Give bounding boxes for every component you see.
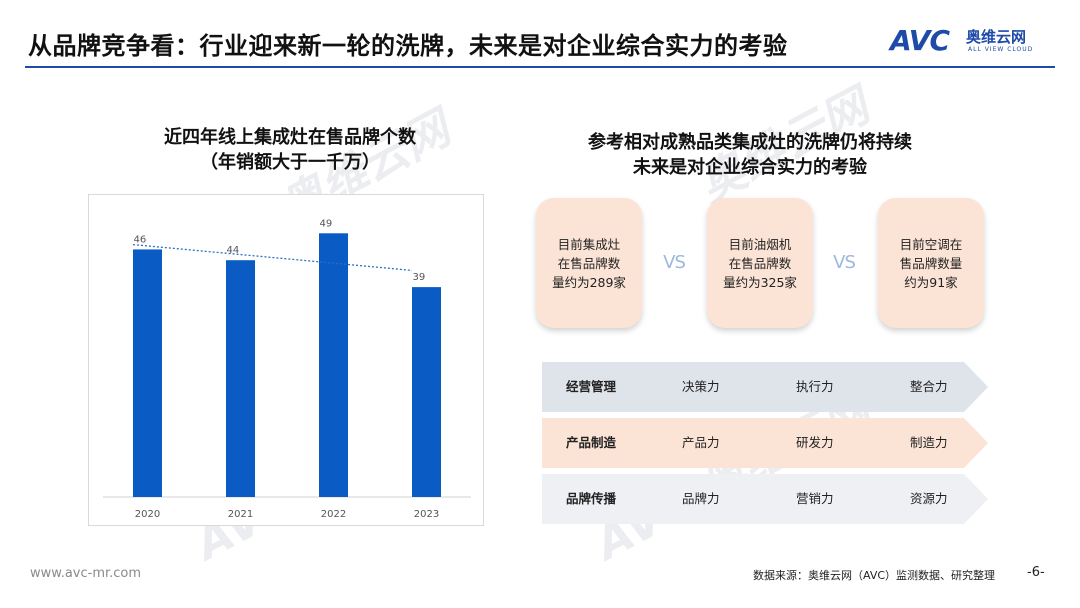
right-panel-title-line1: 参考相对成熟品类集成灶的洗牌仍将持续 bbox=[588, 132, 912, 153]
vs-label: VS bbox=[663, 252, 686, 273]
card-text-line: 售品牌数量 bbox=[899, 255, 963, 271]
data-label: 39 bbox=[413, 272, 426, 283]
card-text-line: 在售品牌数 bbox=[557, 255, 621, 271]
avc-logo: AVC 奥维云网 ALL VIEW CLOUD bbox=[890, 24, 1060, 60]
footer-url: www.avc-mr.com bbox=[30, 566, 142, 581]
card-text-line: 量约为289家 bbox=[552, 274, 626, 290]
capability-row-manufacturing: 产品制造 产品力 研发力 制造力 bbox=[542, 418, 988, 468]
x-tick-label: 2020 bbox=[135, 509, 160, 520]
card-text-line: 目前集成灶 bbox=[557, 236, 621, 252]
capability-item: 产品力 bbox=[682, 435, 720, 450]
brand-count-card-integrated-stove: 目前集成灶 在售品牌数 量约为289家 bbox=[536, 198, 642, 328]
bar bbox=[133, 249, 162, 497]
brand-count-card-air-conditioner: 目前空调在 售品牌数量 约为91家 bbox=[878, 198, 984, 328]
bar-chart: 46 2020 44 2021 49 2022 39 2023 bbox=[103, 218, 471, 520]
logo-chinese: 奥维云网 bbox=[966, 28, 1027, 46]
bar bbox=[412, 287, 441, 497]
card-text-line: 目前油烟机 bbox=[728, 236, 792, 252]
arrow-band-shape bbox=[542, 474, 988, 524]
logo-mark: AVC bbox=[890, 24, 950, 57]
capability-item: 品牌力 bbox=[682, 491, 720, 506]
vs-label: VS bbox=[833, 252, 856, 273]
page-title: 从品牌竞争看：行业迎来新一轮的洗牌，未来是对企业综合实力的考验 bbox=[28, 32, 788, 60]
brand-count-card-range-hood: 目前油烟机 在售品牌数 量约为325家 bbox=[707, 198, 813, 328]
arrow-band-shape bbox=[542, 362, 988, 412]
capability-row-management: 经营管理 决策力 执行力 整合力 bbox=[542, 362, 988, 412]
x-tick-label: 2022 bbox=[321, 509, 346, 520]
capability-category: 产品制造 bbox=[566, 435, 617, 450]
capability-item: 执行力 bbox=[796, 379, 834, 394]
arrow-band-shape bbox=[542, 418, 988, 468]
capability-item: 整合力 bbox=[910, 379, 948, 394]
capability-category: 经营管理 bbox=[566, 379, 617, 394]
bar bbox=[226, 260, 255, 497]
capability-item: 资源力 bbox=[910, 491, 948, 506]
card-text-line: 目前空调在 bbox=[899, 236, 963, 252]
trendline bbox=[132, 243, 413, 272]
card-text-line: 在售品牌数 bbox=[728, 255, 792, 271]
logo-english: ALL VIEW CLOUD bbox=[968, 46, 1034, 53]
capability-item: 研发力 bbox=[796, 435, 834, 450]
data-source-note: 数据来源：奥维云网（AVC）监测数据、研究整理 bbox=[753, 569, 996, 582]
capability-item: 营销力 bbox=[796, 491, 834, 506]
bar bbox=[319, 233, 348, 498]
header-divider bbox=[25, 66, 1055, 68]
chart-title-line1: 近四年线上集成灶在售品牌个数 bbox=[164, 127, 416, 148]
capability-row-branding: 品牌传播 品牌力 营销力 资源力 bbox=[542, 474, 988, 524]
card-text-line: 约为91家 bbox=[904, 274, 958, 290]
right-panel-title-line2: 未来是对企业综合实力的考验 bbox=[633, 157, 867, 178]
data-label: 44 bbox=[227, 245, 240, 256]
chart-title-line2: （年销额大于一千万） bbox=[200, 152, 380, 173]
capability-category: 品牌传播 bbox=[566, 491, 617, 506]
x-tick-label: 2021 bbox=[228, 509, 253, 520]
bar-chart-frame: 46 2020 44 2021 49 2022 39 2023 bbox=[88, 194, 484, 526]
card-text-line: 量约为325家 bbox=[723, 274, 797, 290]
data-label: 49 bbox=[320, 218, 333, 229]
data-label: 46 bbox=[134, 234, 147, 245]
x-tick-label: 2023 bbox=[414, 509, 439, 520]
capability-item: 制造力 bbox=[910, 435, 948, 450]
capability-item: 决策力 bbox=[682, 379, 720, 394]
page-number: -6- bbox=[1027, 565, 1045, 580]
